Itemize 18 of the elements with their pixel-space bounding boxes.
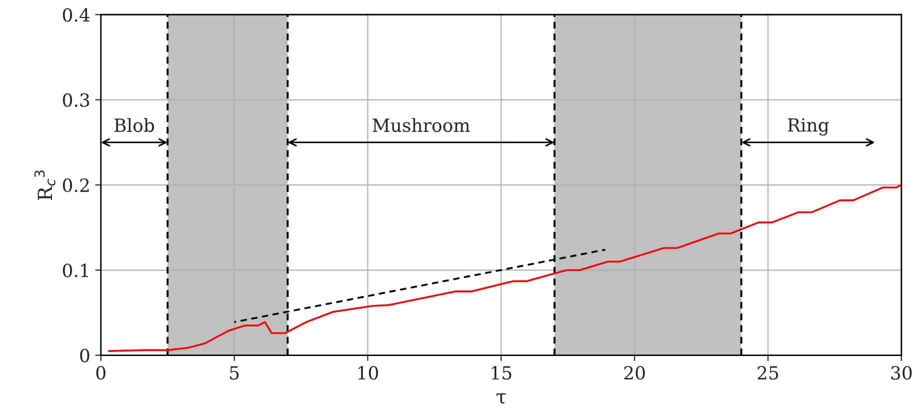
y-axis-title: R$_{c}$$^{3}$: [34, 170, 56, 200]
x-tick-label: 20: [624, 366, 645, 380]
x-tick-label: 30: [891, 366, 912, 380]
line-series: [108, 184, 902, 352]
annotation: Blob: [114, 118, 154, 132]
y-tick-label: 0.3: [62, 93, 90, 107]
x-tick-label: 15: [492, 366, 512, 380]
x-tick-label: 10: [358, 366, 378, 380]
x-tick-label: 0: [96, 366, 106, 380]
x-tick-label: 25: [758, 366, 778, 380]
annotation: Mushroom: [372, 118, 470, 132]
y-tick-label: 0.4: [62, 8, 90, 22]
x-axis-title: τ: [496, 393, 506, 404]
y-tick-label: 0: [80, 348, 90, 362]
y-tick-label: 0.1: [62, 264, 88, 278]
annotation: Ring: [788, 118, 829, 136]
x-tick-label: 5: [230, 366, 239, 380]
y-tick-label: 0.2: [62, 178, 89, 192]
